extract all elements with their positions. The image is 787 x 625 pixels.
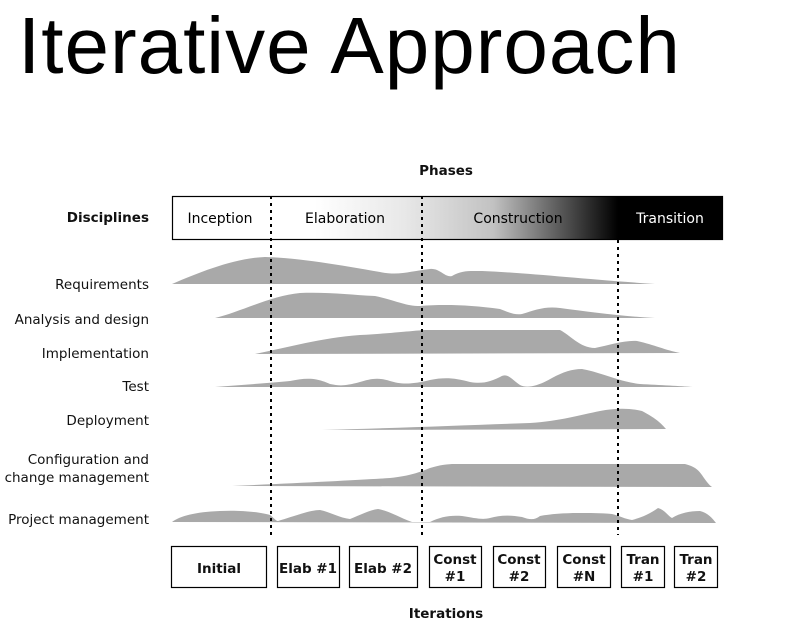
discipline-config-line2: change management: [5, 470, 149, 486]
iteration-elab1: Elab #1: [279, 561, 337, 577]
hump-implementation: [255, 330, 680, 354]
discipline-labels: Requirements Analysis and design Impleme…: [5, 277, 149, 528]
iteration-tran2-line1: Tran: [679, 552, 712, 568]
discipline-implementation: Implementation: [42, 346, 149, 362]
iteration-initial: Initial: [197, 561, 241, 577]
iteration-constN-line1: Const: [562, 552, 606, 568]
phase-elaboration: Elaboration: [305, 211, 385, 227]
phase-bar-border: [171, 195, 724, 241]
iteration-const1-line1: Const: [433, 552, 477, 568]
iteration-tran1-line1: Tran: [626, 552, 659, 568]
discipline-config-line1: Configuration and: [28, 452, 149, 468]
phases-header: Phases: [419, 163, 473, 179]
phase-dividers: [270, 196, 619, 535]
iteration-const1-line2: #1: [445, 569, 466, 585]
transition-phase-fill: [618, 196, 723, 240]
effort-humps: [172, 257, 716, 523]
iterations-header: Iterations: [409, 606, 483, 622]
hump-config-management: [232, 464, 712, 487]
phase-inception: Inception: [187, 211, 252, 227]
iteration-constN-line2: #N: [573, 569, 596, 585]
iteration-elab2: Elab #2: [354, 561, 412, 577]
iteration-box-const2: [492, 545, 547, 589]
iteration-box-tran2: [673, 545, 719, 589]
iteration-box-const1: [428, 545, 483, 589]
iteration-box-initial: [170, 545, 268, 589]
iteration-const2-line2: #2: [509, 569, 530, 585]
iteration-box-constN: [556, 545, 612, 589]
slide-title: Iterative Approach: [18, 1, 681, 90]
hump-deployment: [322, 408, 666, 430]
iteration-boxes: [170, 545, 719, 589]
phase-transition: Transition: [635, 211, 704, 227]
disciplines-header: Disciplines: [67, 210, 149, 226]
hump-analysis-design: [215, 292, 655, 318]
discipline-project-management: Project management: [8, 512, 149, 528]
iteration-tran2-line2: #2: [686, 569, 707, 585]
iteration-const2-line1: Const: [497, 552, 541, 568]
hump-test: [215, 369, 693, 387]
iteration-box-elab1: [276, 545, 341, 589]
iteration-box-tran1: [620, 545, 666, 589]
hump-project-management: [172, 508, 716, 523]
discipline-analysis-design: Analysis and design: [15, 312, 149, 328]
phase-bar-gradient: [172, 196, 618, 240]
iteration-tran1-line2: #1: [633, 569, 654, 585]
discipline-test: Test: [121, 379, 149, 395]
phase-construction: Construction: [473, 211, 562, 227]
hump-requirements: [172, 257, 655, 284]
iteration-labels: Initial Elab #1 Elab #2 Const #1 Const #…: [197, 552, 713, 585]
discipline-deployment: Deployment: [66, 413, 149, 429]
iteration-box-elab2: [348, 545, 419, 589]
discipline-requirements: Requirements: [55, 277, 149, 293]
phase-bar: Inception Elaboration Construction Trans…: [171, 195, 724, 241]
